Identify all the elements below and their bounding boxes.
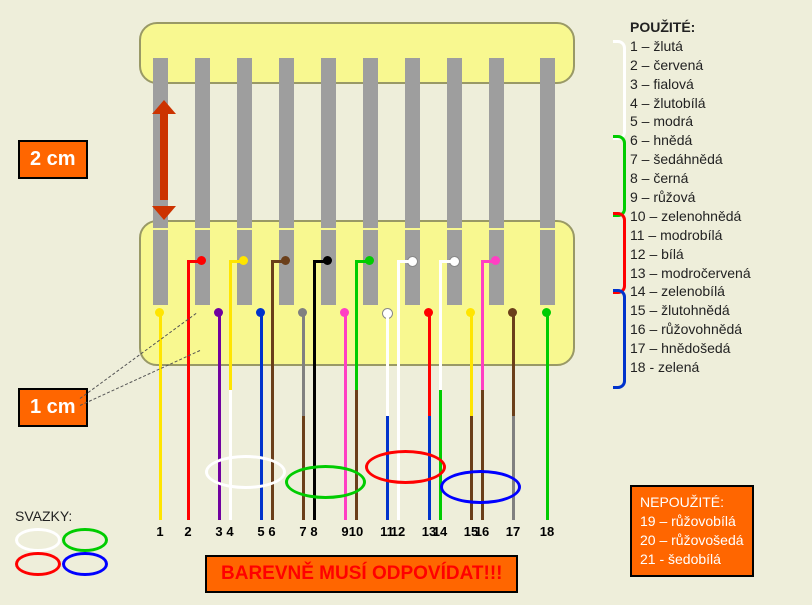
legend-unused-item: 20 – růžovošedá <box>640 531 744 550</box>
wire-number-2: 2 <box>178 524 198 539</box>
legend-item: 15 – žlutohnědá <box>630 301 751 320</box>
wire-number-18: 18 <box>537 524 557 539</box>
legend-item: 16 – růžovohnědá <box>630 320 751 339</box>
legend-item: 7 – šedáhnědá <box>630 150 751 169</box>
label-2cm: 2 cm <box>18 140 88 179</box>
legend-item: 12 – bílá <box>630 245 751 264</box>
legend-item: 5 – modrá <box>630 112 751 131</box>
wire-number-14: 14 <box>430 524 450 539</box>
wire-number-10: 10 <box>346 524 366 539</box>
wire-number-16: 16 <box>472 524 492 539</box>
legend-unused: NEPOUŽITÉ:19 – růžovobílá20 – růžovošedá… <box>630 485 754 577</box>
legend-item: 14 – zelenobílá <box>630 282 751 301</box>
legend-item: 4 – žlutobílá <box>630 94 751 113</box>
wire-number-8: 8 <box>304 524 324 539</box>
legend-item: 9 – růžová <box>630 188 751 207</box>
legend-item: 2 – červená <box>630 56 751 75</box>
bundles-label: SVAZKY: <box>15 508 72 524</box>
legend-used-title: POUŽITÉ: <box>630 18 751 37</box>
legend-item: 1 – žlutá <box>630 37 751 56</box>
legend-unused-title: NEPOUŽITÉ: <box>640 493 744 512</box>
legend-item: 18 - zelená <box>630 358 751 377</box>
legend-item: 8 – černá <box>630 169 751 188</box>
legend-item: 17 – hnědošedá <box>630 339 751 358</box>
legend-unused-item: 19 – růžovobílá <box>640 512 744 531</box>
label-1cm: 1 cm <box>18 388 88 427</box>
warning-box: BAREVNĚ MUSÍ ODPOVÍDAT!!! <box>205 555 518 593</box>
legend-unused-item: 21 - šedobílá <box>640 550 744 569</box>
legend-item: 11 – modrobílá <box>630 226 751 245</box>
wire-number-17: 17 <box>503 524 523 539</box>
legend-used: POUŽITÉ:1 – žlutá2 – červená3 – fialová4… <box>630 18 751 377</box>
legend-item: 6 – hnědá <box>630 131 751 150</box>
wire-number-12: 12 <box>388 524 408 539</box>
legend-item: 13 – modročervená <box>630 264 751 283</box>
wire-number-1: 1 <box>150 524 170 539</box>
wire-number-4: 4 <box>220 524 240 539</box>
legend-item: 10 – zelenohnědá <box>630 207 751 226</box>
wire-number-6: 6 <box>262 524 282 539</box>
legend-item: 3 – fialová <box>630 75 751 94</box>
